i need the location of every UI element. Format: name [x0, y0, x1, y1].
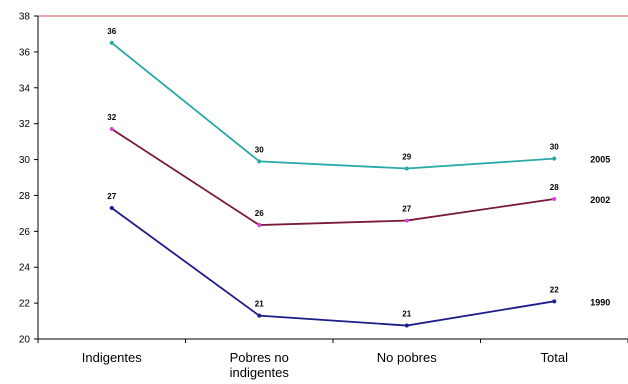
- series-line-1990: [111, 207, 555, 327]
- y-tick-label: 34: [19, 83, 31, 94]
- data-label: 36: [107, 27, 116, 36]
- data-point: [552, 197, 557, 202]
- data-point: [109, 206, 114, 211]
- y-tick-label: 26: [19, 227, 31, 238]
- data-point: [404, 166, 409, 171]
- data-label: 30: [550, 143, 559, 152]
- y-tick-label: 24: [19, 263, 31, 274]
- data-point: [109, 127, 114, 132]
- data-point: [552, 299, 557, 304]
- x-tick-label: indigentes: [230, 365, 290, 380]
- data-point: [552, 156, 557, 161]
- data-point: [404, 218, 409, 223]
- data-label: 21: [402, 310, 411, 319]
- x-tick-label: Indigentes: [82, 350, 142, 365]
- y-tick-label: 28: [19, 191, 31, 202]
- x-tick-label: Pobres no: [230, 350, 289, 365]
- plot-area: 20 22 24 26 28 30 32 34 36 38 Indigentes Pobres noi…: [19, 12, 628, 380]
- y-tick-label: 32: [19, 119, 31, 130]
- data-point: [257, 313, 262, 318]
- data-label: 22: [550, 285, 559, 294]
- data-point: [257, 223, 262, 228]
- data-label: 21: [255, 300, 264, 309]
- data-point: [109, 40, 114, 45]
- x-tick-label: Total: [541, 350, 569, 365]
- y-tick-label: 38: [19, 12, 31, 23]
- data-label: 27: [107, 192, 116, 201]
- y-tick-label: 30: [19, 155, 31, 166]
- x-tick-label: No pobres: [377, 350, 437, 365]
- data-label: 27: [402, 205, 411, 214]
- series-label-2002: 2002: [590, 195, 610, 205]
- y-tick-label: 22: [19, 299, 31, 310]
- data-point: [404, 323, 409, 328]
- y-tick-label: 36: [19, 47, 31, 58]
- data-label: 30: [255, 145, 264, 154]
- series-line-2005: [111, 42, 555, 170]
- series-label-1990: 1990: [590, 297, 610, 307]
- data-label: 29: [402, 153, 411, 162]
- series-label-2005: 2005: [590, 155, 610, 165]
- data-label: 26: [255, 209, 264, 218]
- data-label: 28: [550, 183, 559, 192]
- y-tick-label: 20: [19, 335, 31, 346]
- data-point: [257, 159, 262, 164]
- series-line-2002: [111, 128, 555, 226]
- data-label: 32: [107, 113, 116, 122]
